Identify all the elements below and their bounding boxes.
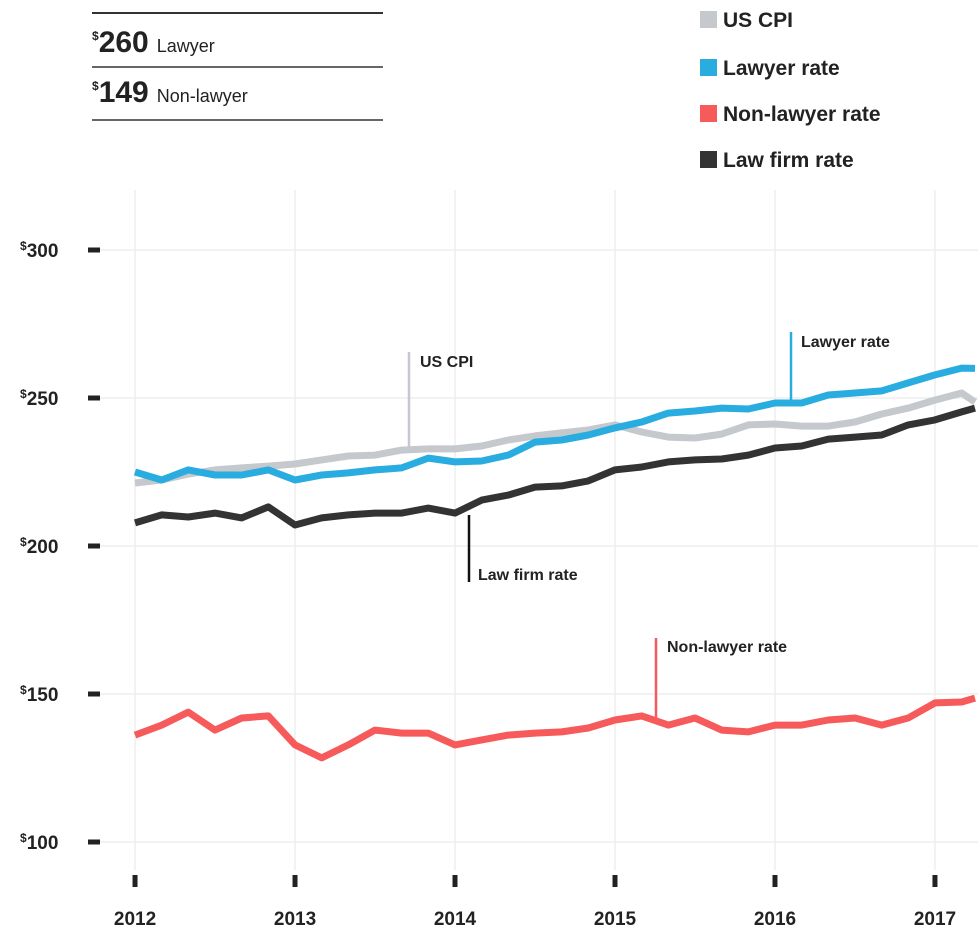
x-tick-label: 2016 — [754, 909, 796, 929]
legend-swatch — [700, 151, 717, 168]
line — [133, 364, 976, 484]
legend-swatch — [700, 105, 717, 122]
summary-label: Non-lawyer — [157, 86, 248, 106]
x-tick-label: 2013 — [274, 909, 316, 929]
summary-value: $149 — [92, 76, 149, 109]
line — [133, 404, 976, 529]
legend-label: Law firm rate — [723, 149, 854, 172]
x-tick-label: 2012 — [114, 909, 156, 929]
legend-swatch — [700, 11, 717, 28]
x-tick-label: 2015 — [594, 909, 637, 929]
y-tick-label: $150 — [20, 683, 58, 706]
annotation: Lawyer rate — [801, 334, 890, 351]
annotation: US CPI — [420, 354, 473, 371]
summary-label: Lawyer — [157, 36, 215, 56]
legend-label: Non-lawyer rate — [723, 103, 881, 126]
y-tick-label: $300 — [20, 239, 58, 262]
legend-swatch — [700, 59, 717, 76]
y-tick-label: $200 — [20, 535, 58, 558]
annotation: Non-lawyer rate — [667, 639, 787, 656]
x-tick-label: 2017 — [914, 909, 956, 929]
legend-label: Lawyer rate — [723, 57, 840, 80]
legend-label: US CPI — [723, 9, 793, 32]
y-tick-label: $250 — [20, 387, 58, 410]
x-tick-label: 2014 — [434, 909, 477, 929]
y-tick-label: $100 — [20, 831, 58, 854]
summary-value: $260 — [92, 26, 149, 59]
line — [133, 694, 976, 762]
line — [134, 389, 977, 487]
annotation: Law firm rate — [478, 567, 578, 584]
